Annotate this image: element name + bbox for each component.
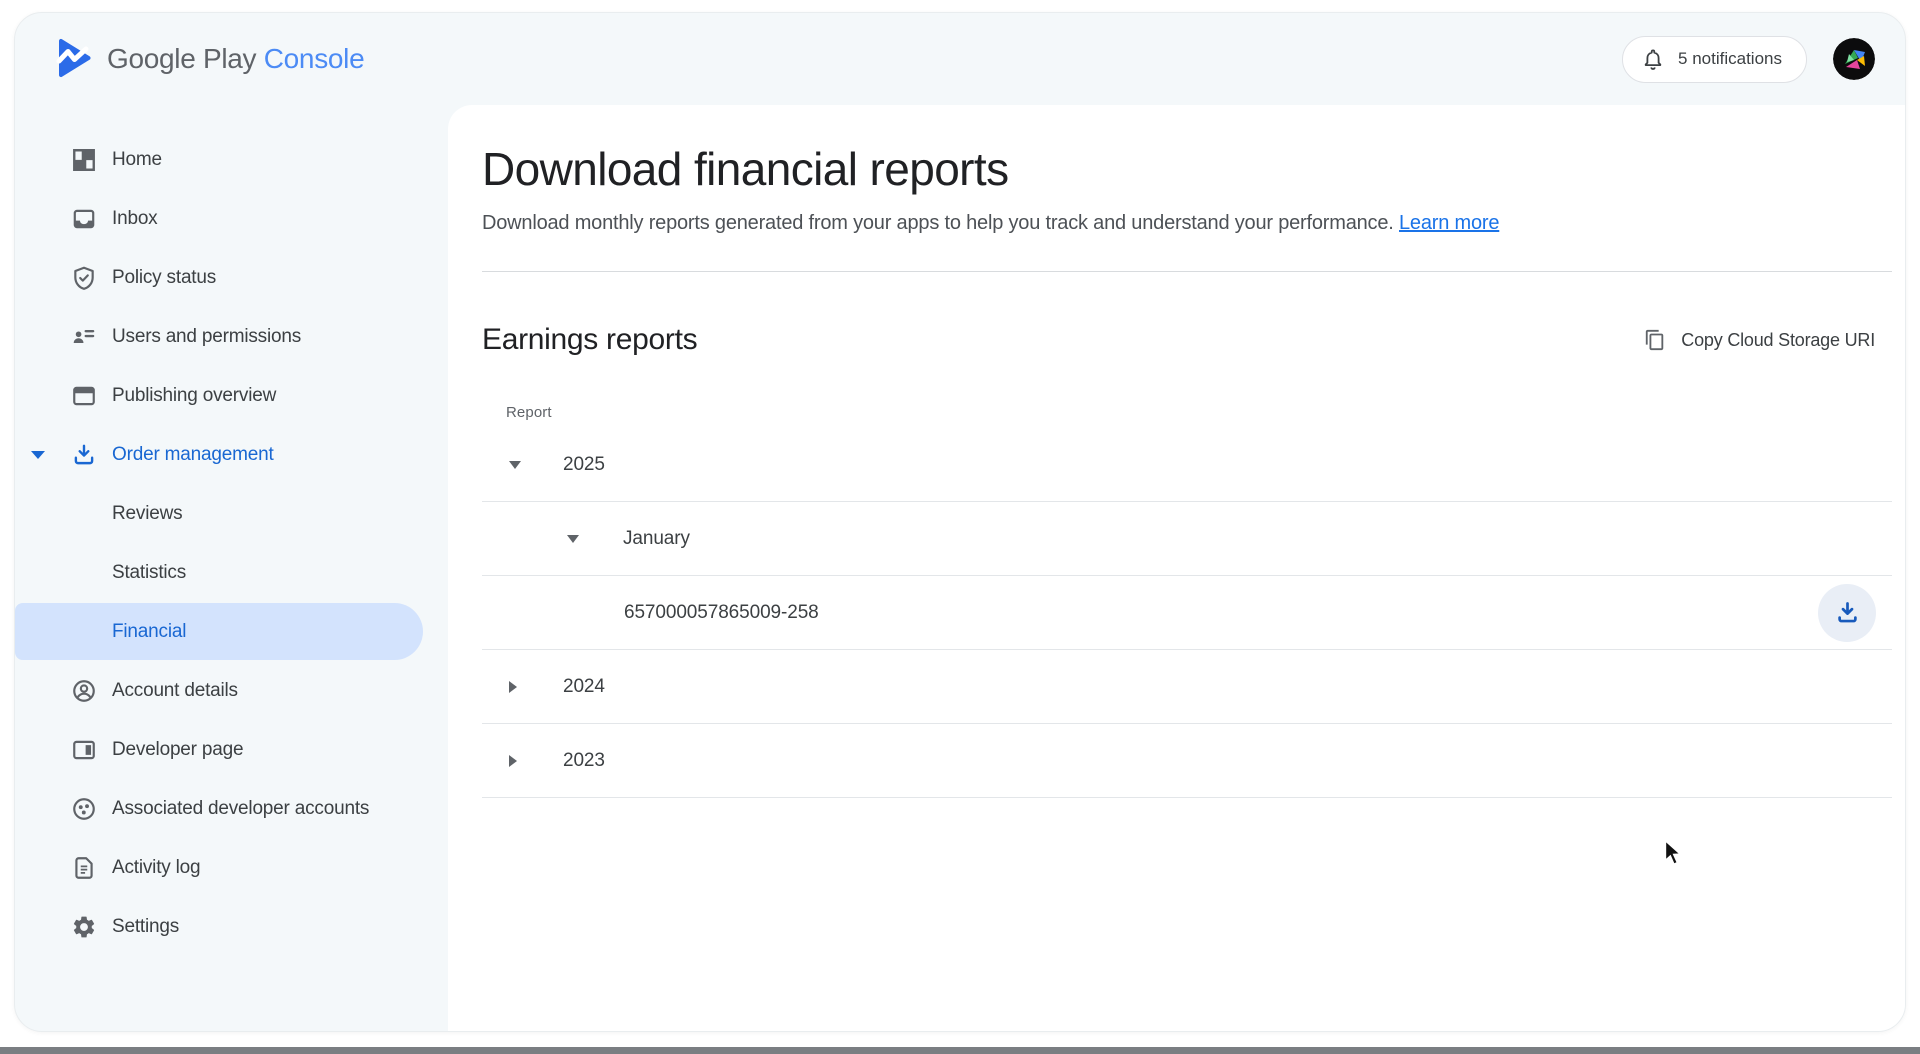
sidebar-item-account-details[interactable]: Account details bbox=[15, 661, 448, 720]
sidebar-item-home[interactable]: Home bbox=[15, 130, 448, 189]
play-console-window: Google Play Console 5 notifications bbox=[14, 12, 1906, 1032]
publishing-overview-icon bbox=[71, 383, 97, 409]
row-label: 2023 bbox=[563, 749, 605, 771]
logo-text: Google Play Console bbox=[107, 43, 365, 74]
row-label: January bbox=[623, 527, 690, 549]
row-label: 2024 bbox=[563, 675, 605, 697]
google-play-console-logo[interactable]: Google Play Console bbox=[55, 38, 365, 80]
sidebar-item-label: Account details bbox=[112, 679, 238, 701]
download-icon bbox=[71, 442, 97, 468]
table-row-year-2025[interactable]: 2025 bbox=[482, 428, 1892, 502]
sidebar-item-label: Home bbox=[112, 148, 162, 170]
users-icon bbox=[71, 324, 97, 350]
collapse-arrow-icon[interactable] bbox=[567, 534, 579, 543]
account-avatar[interactable] bbox=[1833, 38, 1875, 80]
developer-page-icon bbox=[71, 737, 97, 763]
header-actions: 5 notifications bbox=[1622, 35, 1875, 83]
sidebar-item-label: Developer page bbox=[112, 738, 244, 760]
sidebar-item-financial[interactable]: Financial bbox=[15, 603, 423, 660]
home-dashboard-icon bbox=[71, 147, 97, 173]
copy-cloud-storage-uri-button[interactable]: Copy Cloud Storage URI bbox=[1644, 329, 1875, 351]
sidebar-item-order-management[interactable]: Order management bbox=[15, 425, 448, 484]
chevron-down-icon[interactable] bbox=[31, 450, 45, 459]
sidebar-item-label: Settings bbox=[112, 915, 180, 937]
row-label: 2025 bbox=[563, 453, 605, 475]
download-report-button[interactable] bbox=[1818, 583, 1876, 642]
collapse-arrow-icon[interactable] bbox=[509, 460, 521, 469]
copy-button-label: Copy Cloud Storage URI bbox=[1681, 329, 1875, 350]
table-row-year-2023[interactable]: 2023 bbox=[482, 724, 1892, 798]
sidebar-item-label: Order management bbox=[112, 443, 274, 465]
table-row-report-file[interactable]: 657000057865009-258 bbox=[482, 576, 1892, 650]
bell-icon bbox=[1641, 47, 1665, 71]
sidebar-item-inbox[interactable]: Inbox bbox=[15, 189, 448, 248]
notifications-button[interactable]: 5 notifications bbox=[1622, 35, 1807, 83]
inbox-icon bbox=[71, 206, 97, 232]
sidebar-item-label: Reviews bbox=[112, 502, 183, 524]
earnings-reports-heading: Earnings reports bbox=[482, 323, 698, 356]
sidebar-item-statistics[interactable]: Statistics bbox=[15, 543, 448, 602]
expand-arrow-icon[interactable] bbox=[509, 754, 517, 767]
sidebar-item-label: Associated developer accounts bbox=[112, 797, 370, 819]
account-circle-icon bbox=[71, 678, 97, 704]
page-title: Download financial reports bbox=[482, 143, 1009, 195]
sidebar-item-label: Publishing overview bbox=[112, 384, 277, 406]
sidebar-item-settings[interactable]: Settings bbox=[15, 897, 448, 956]
sidebar-item-label: Policy status bbox=[112, 266, 217, 288]
sidebar-item-label: Statistics bbox=[112, 561, 187, 583]
report-column-header: Report bbox=[506, 403, 552, 421]
shield-check-icon bbox=[71, 265, 97, 291]
app-header: Google Play Console 5 notifications bbox=[15, 13, 1905, 105]
row-label: 657000057865009-258 bbox=[624, 601, 819, 623]
table-row-year-2024[interactable]: 2024 bbox=[482, 650, 1892, 724]
gear-icon bbox=[71, 914, 97, 940]
sidebar-item-label: Users and permissions bbox=[112, 325, 302, 347]
sidebar-item-users-permissions[interactable]: Users and permissions bbox=[15, 307, 448, 366]
page-subtitle: Download monthly reports generated from … bbox=[482, 212, 1500, 234]
sidebar-item-associated-developer-accounts[interactable]: Associated developer accounts bbox=[15, 779, 448, 838]
screen-bottom-edge bbox=[0, 1047, 1920, 1054]
document-icon bbox=[71, 855, 97, 881]
sidebar-item-activity-log[interactable]: Activity log bbox=[15, 838, 448, 897]
sidebar-item-developer-page[interactable]: Developer page bbox=[15, 720, 448, 779]
sidebar-item-policy-status[interactable]: Policy status bbox=[15, 248, 448, 307]
sidebar-item-label: Activity log bbox=[112, 856, 201, 878]
sidebar-nav: Home Inbox Policy stat bbox=[15, 105, 448, 1031]
section-divider bbox=[482, 271, 1892, 272]
sidebar-item-label: Financial bbox=[112, 620, 187, 642]
copy-icon bbox=[1644, 329, 1666, 351]
associated-accounts-icon bbox=[71, 796, 97, 822]
learn-more-link[interactable]: Learn more bbox=[1399, 212, 1500, 234]
notifications-label: 5 notifications bbox=[1678, 49, 1782, 68]
sidebar-item-label: Inbox bbox=[112, 207, 158, 229]
google-play-logo-icon bbox=[55, 38, 93, 80]
main-content: Download financial reports Download mont… bbox=[448, 105, 1905, 1031]
expand-arrow-icon[interactable] bbox=[509, 680, 517, 693]
sidebar-item-reviews[interactable]: Reviews bbox=[15, 484, 448, 543]
sidebar-item-publishing-overview[interactable]: Publishing overview bbox=[15, 366, 448, 425]
table-row-month-january[interactable]: January bbox=[482, 502, 1892, 576]
earnings-reports-table: Report 2025 January 657000057865009-258 bbox=[482, 396, 1892, 798]
